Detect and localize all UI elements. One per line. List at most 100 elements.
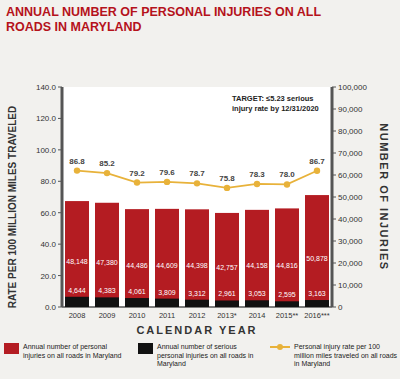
bar-label: 4,644 xyxy=(68,287,86,294)
data-labels: 48,148 47,380 44,486 44,609 44,398 42,757 44,1… xyxy=(66,157,328,299)
text-line: ANNUAL NUMBER OF PERSONAL INJURIES ON AL… xyxy=(6,5,321,19)
y2-tick xyxy=(332,219,336,220)
y-tick-label: 60.0 xyxy=(40,209,56,218)
y2-tick xyxy=(332,109,336,110)
y2-tick xyxy=(332,175,336,176)
bar xyxy=(95,203,119,307)
x-tick-label: 2010 xyxy=(129,311,146,320)
y-tick xyxy=(58,307,62,308)
y2-tick xyxy=(332,197,336,198)
y2-tick-label: 60,000 xyxy=(338,171,363,180)
y2-tick xyxy=(332,285,336,286)
text-line: personal injuries on all roads in xyxy=(157,352,254,360)
chart: ANNUAL NUMBER OF PERSONAL INJURIES ON AL… xyxy=(0,0,400,379)
y2-tick-label: 70,000 xyxy=(338,149,363,158)
text-line: Annual number of personal xyxy=(23,343,107,351)
y2-tick xyxy=(332,263,336,264)
y-tick xyxy=(58,149,62,150)
legend-swatch xyxy=(4,343,19,354)
x-tick-label: 2014 xyxy=(249,311,266,320)
y2-tick-label: 100,000 xyxy=(338,83,367,92)
x-axis-label: CALENDAR YEAR xyxy=(136,324,257,336)
bar xyxy=(215,300,239,307)
bar xyxy=(275,301,299,307)
annotation: TARGET: ≤5.23 seriousinjury rate by 12/3… xyxy=(232,94,319,113)
y2-tick-label: 90,000 xyxy=(338,105,363,114)
y-tick-label: 140.0 xyxy=(36,83,57,92)
line-label: 78.0 xyxy=(279,170,295,179)
bar-label: 4,383 xyxy=(98,287,116,294)
y-tick-label: 40.0 xyxy=(40,240,56,249)
y2-tick-label: 80,000 xyxy=(338,127,363,136)
plot-area xyxy=(62,87,332,307)
bar-label: 3,809 xyxy=(158,289,176,296)
text-line: million miles traveled on all roads xyxy=(294,352,398,359)
bar-label: 44,158 xyxy=(246,262,268,269)
bar xyxy=(155,299,179,307)
legend-label: Annual number of personalinjuries on all… xyxy=(23,343,122,360)
y-axis-label: RATE PER 100 MILLION MILES TRAVELED xyxy=(7,106,18,308)
bar-label: 4,061 xyxy=(128,288,146,295)
y2-tick xyxy=(332,153,336,154)
text-line: ROADS IN MARYLAND xyxy=(6,20,142,34)
marker xyxy=(254,181,260,187)
bar-label: 44,609 xyxy=(156,262,178,269)
bar-label: 42,757 xyxy=(216,264,238,271)
marks xyxy=(65,167,329,307)
y2-tick xyxy=(332,241,336,242)
bar xyxy=(65,297,89,307)
y2-tick xyxy=(332,307,336,308)
line-label: 79.6 xyxy=(159,168,175,177)
y-tick xyxy=(58,244,62,245)
bar xyxy=(95,297,119,307)
x-tick-label: 2013* xyxy=(217,311,237,320)
marker xyxy=(164,179,170,185)
bar xyxy=(305,300,329,307)
text-line: in Maryland xyxy=(294,360,330,368)
y-tick-label: 100.0 xyxy=(36,146,57,155)
y-tick-label: 120.0 xyxy=(36,114,57,123)
y2-axis-label: NUMBER OF INJURIES xyxy=(378,123,390,270)
marker xyxy=(194,180,200,186)
bar-label: 3,312 xyxy=(188,290,206,297)
y2-tick xyxy=(332,87,336,88)
line-label: 85.2 xyxy=(99,159,115,168)
x-tick-label: 2008 xyxy=(69,311,86,320)
legend-label: Annual number of serious personal injurie… xyxy=(157,343,254,368)
text-line: Annual number of serious xyxy=(157,343,237,350)
x-tick-label: 2012 xyxy=(189,311,206,320)
line-label: 86.8 xyxy=(69,157,85,166)
text-line: Maryland xyxy=(157,360,186,368)
bar xyxy=(305,195,329,307)
bar-label: 48,148 xyxy=(66,258,88,265)
bar xyxy=(125,209,149,307)
legend-marker xyxy=(277,344,283,350)
x-tick-label: 2015** xyxy=(276,311,299,320)
legend-swatch xyxy=(138,343,153,354)
bar xyxy=(65,201,89,307)
bar xyxy=(185,209,209,307)
bar xyxy=(245,300,269,307)
bar-label: 44,486 xyxy=(126,262,148,269)
y-tick-label: 20.0 xyxy=(40,272,56,281)
bar-label: 44,398 xyxy=(186,262,208,269)
title: ANNUAL NUMBER OF PERSONAL INJURIES ON AL… xyxy=(6,5,321,34)
x-tick-label: 2009 xyxy=(99,311,116,320)
y-tick-label: 80.0 xyxy=(40,177,56,186)
bar-label: 3,053 xyxy=(248,290,266,297)
y-tick xyxy=(58,212,62,213)
y-tick-label: 0.0 xyxy=(45,303,57,312)
marker xyxy=(314,168,320,174)
marker xyxy=(284,181,290,187)
y2-tick-label: 0 xyxy=(338,303,343,312)
bar-label: 47,380 xyxy=(96,259,118,266)
bar-label: 3,163 xyxy=(308,290,326,297)
line-label: 75.8 xyxy=(219,174,235,183)
y-axis-line xyxy=(61,87,64,307)
bar-label: 2,961 xyxy=(218,290,236,297)
bar xyxy=(245,210,269,307)
bar xyxy=(125,298,149,307)
line-label: 78.3 xyxy=(249,170,265,179)
bar-label: 44,816 xyxy=(276,262,298,269)
text-line: injury rate by 12/31/2020 xyxy=(232,104,319,113)
